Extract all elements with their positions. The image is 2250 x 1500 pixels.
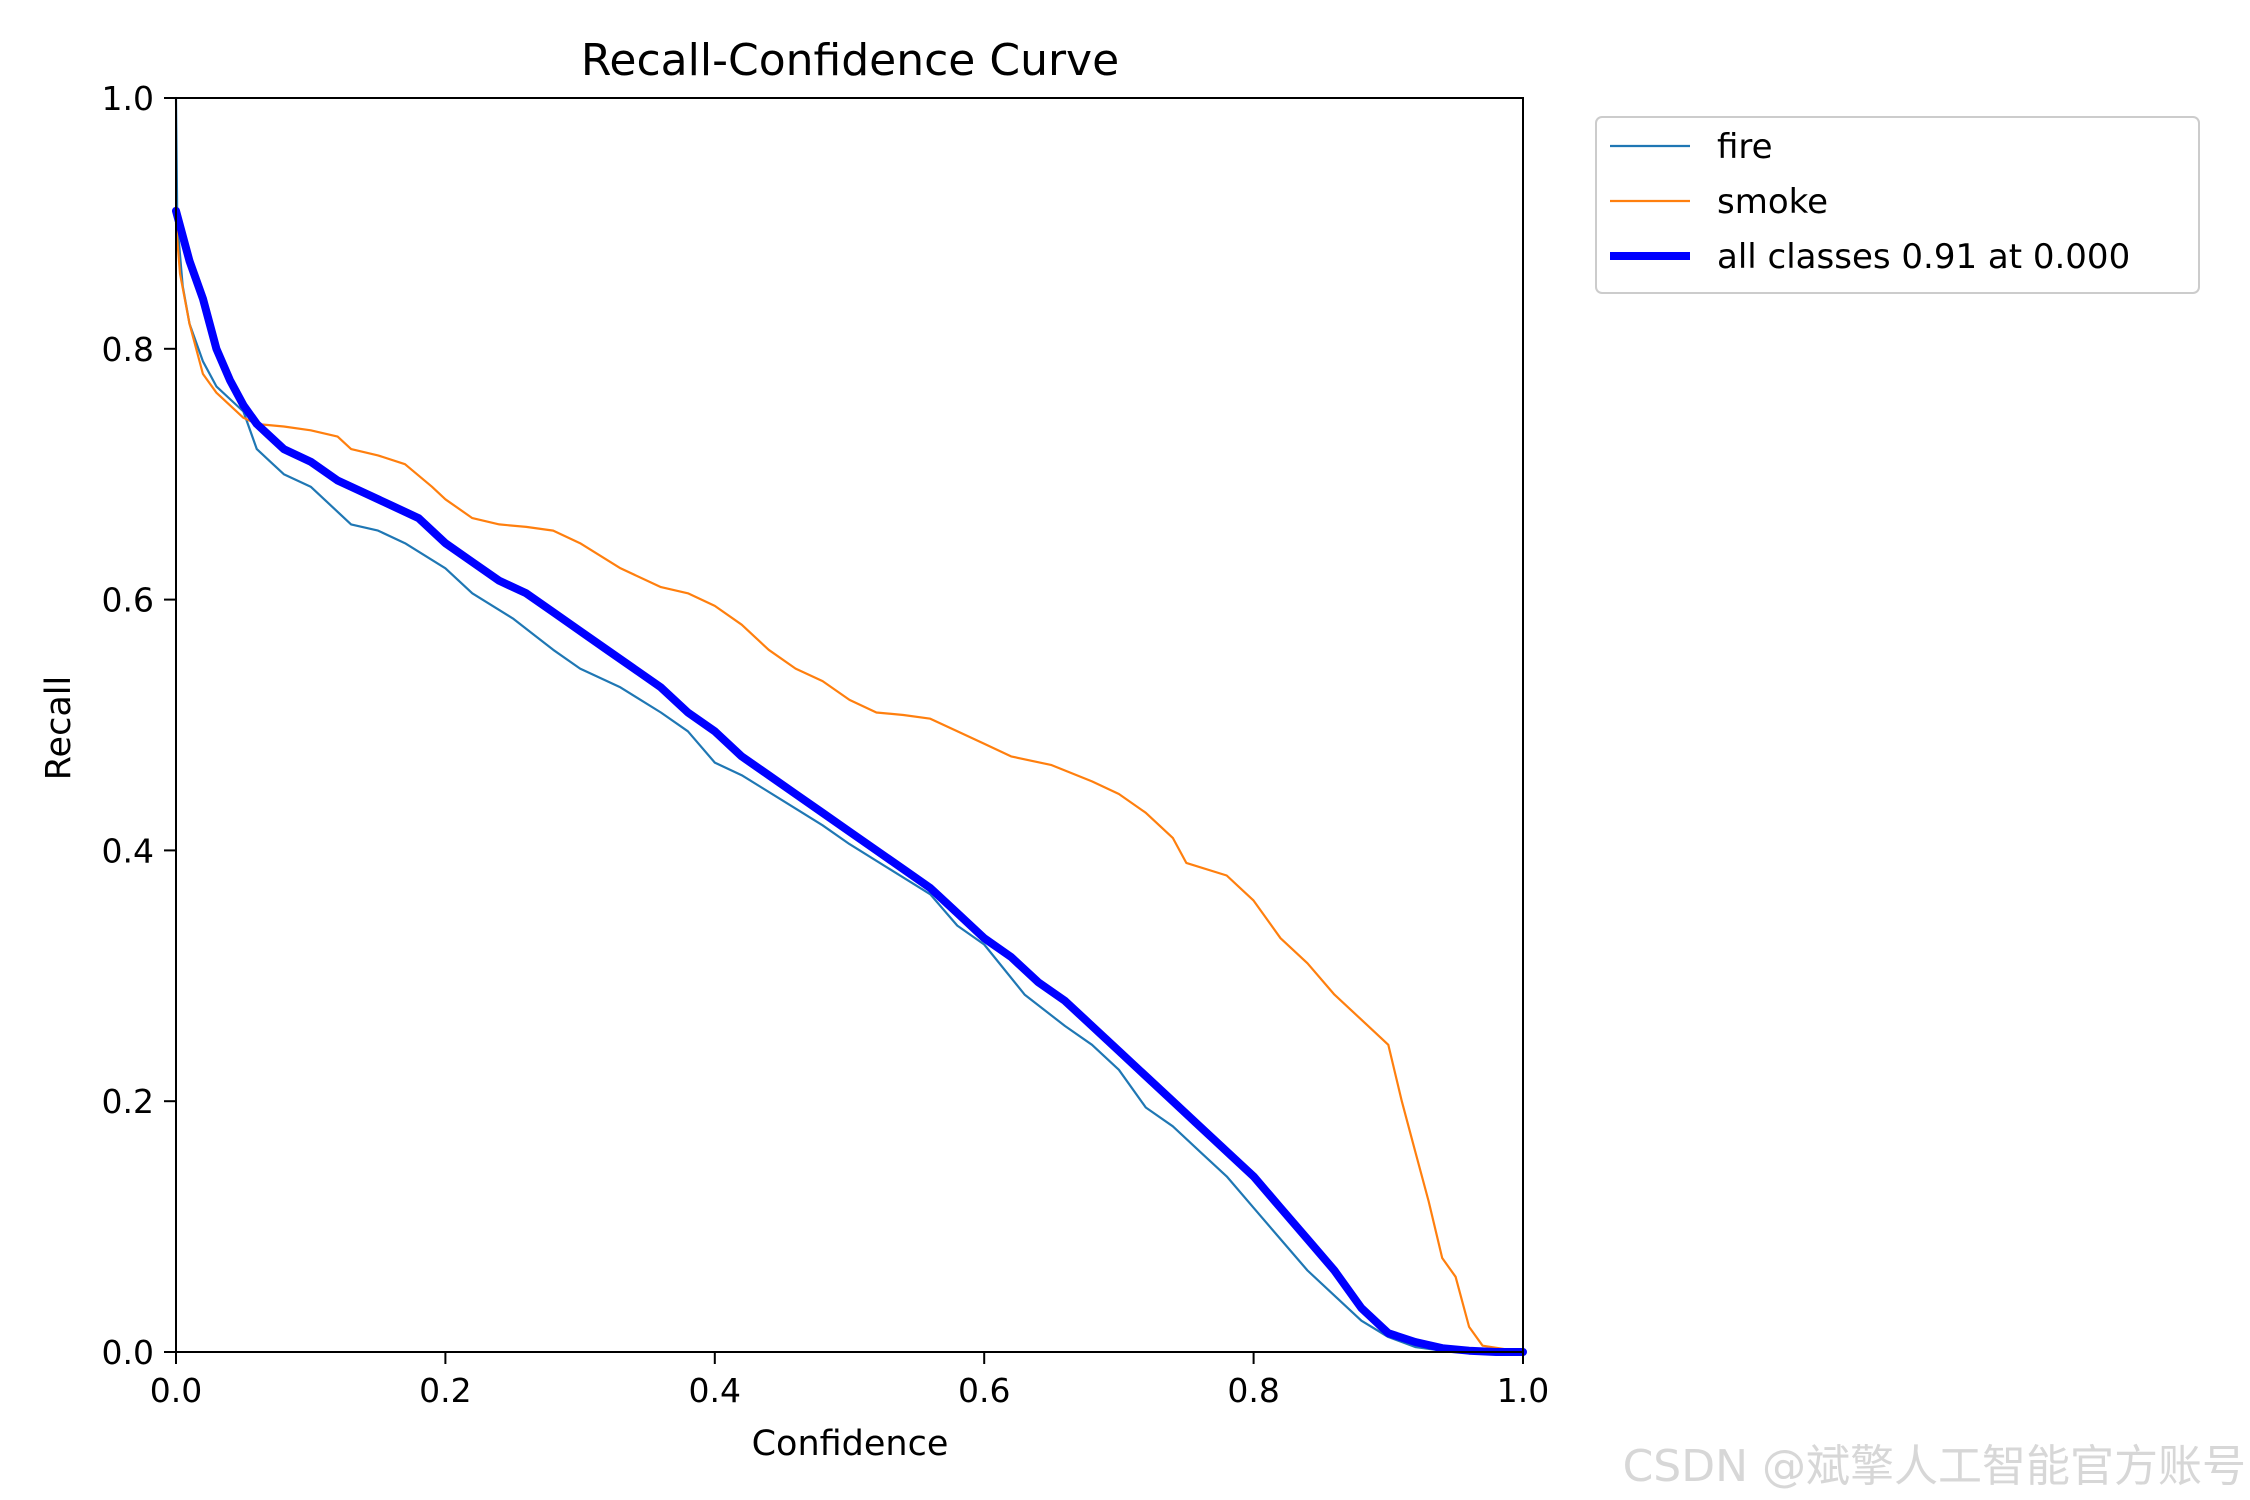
chart-title: Recall-Confidence Curve — [581, 35, 1119, 86]
legend-label: smoke — [1717, 182, 1828, 222]
smoke-series-line — [174, 222, 1525, 1354]
legend: fire smoke all classes 0.91 at 0.000 — [1595, 116, 2200, 294]
x-tick-label: 0.2 — [419, 1371, 471, 1410]
y-tick-label: 0.0 — [102, 1333, 154, 1372]
x-axis-ticks: 0.0 0.2 0.4 0.6 0.8 1.0 — [150, 1352, 1549, 1410]
y-tick-label: 1.0 — [102, 79, 154, 118]
legend-entry-smoke: smoke — [1610, 182, 1828, 222]
legend-box — [1595, 116, 2200, 294]
legend-entry-fire: fire — [1610, 127, 1773, 167]
plot-frame — [175, 97, 1524, 1353]
y-tick-label: 0.6 — [102, 581, 154, 620]
x-tick-label: 0.8 — [1227, 1371, 1279, 1410]
x-axis-label: Confidence — [752, 1424, 949, 1464]
watermark: CSDN @斌擎人工智能官方账号 — [1622, 1441, 2246, 1492]
x-tick-label: 0.6 — [958, 1371, 1010, 1410]
all-classes-series-line — [172, 206, 1527, 1356]
fire-series-line — [174, 96, 1525, 1354]
x-tick-label: 0.4 — [689, 1371, 741, 1410]
x-tick-label: 0.0 — [150, 1371, 202, 1410]
series-lines — [172, 96, 1527, 1356]
legend-label: fire — [1717, 127, 1773, 167]
y-axis-ticks: 0.0 0.2 0.4 0.6 0.8 1.0 — [102, 79, 176, 1372]
legend-entry-all-classes: all classes 0.91 at 0.000 — [1610, 237, 2130, 277]
x-tick-label: 1.0 — [1497, 1371, 1549, 1410]
legend-label: all classes 0.91 at 0.000 — [1717, 237, 2130, 277]
y-axis-label: Recall — [39, 676, 79, 780]
y-tick-label: 0.2 — [102, 1082, 154, 1121]
y-tick-label: 0.4 — [102, 831, 154, 870]
y-tick-label: 0.8 — [102, 330, 154, 369]
